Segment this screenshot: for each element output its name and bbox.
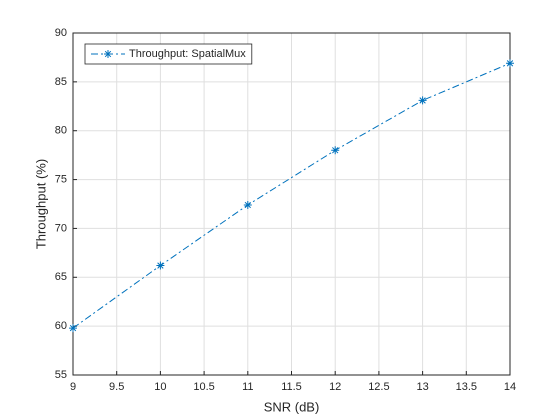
marker bbox=[331, 146, 340, 155]
x-tick-label: 11 bbox=[242, 381, 253, 393]
x-tick-label: 10 bbox=[154, 381, 166, 393]
marker bbox=[69, 324, 77, 333]
x-tick-label: 13 bbox=[416, 381, 428, 393]
y-tick-label: 60 bbox=[55, 320, 67, 332]
marker bbox=[243, 200, 252, 209]
x-tick-label: 14 bbox=[504, 381, 516, 393]
axes-box bbox=[72, 32, 511, 376]
x-tick-label: 13.5 bbox=[456, 381, 477, 393]
y-tick-label: 75 bbox=[55, 173, 67, 185]
marker bbox=[156, 261, 165, 270]
marker bbox=[418, 96, 427, 105]
legend-marker bbox=[104, 50, 112, 58]
y-tick-label: 85 bbox=[55, 76, 67, 88]
y-tick-label: 55 bbox=[55, 369, 67, 381]
legend-box bbox=[84, 43, 253, 65]
legend: Throughput: SpatialMux bbox=[84, 43, 253, 65]
series-line bbox=[72, 62, 511, 329]
legend-label: Throughput: SpatialMux bbox=[129, 48, 246, 60]
y-tick-label: 70 bbox=[55, 222, 67, 234]
x-tick-label: 9.5 bbox=[109, 381, 124, 393]
y-axis-label: Throughput (%) bbox=[33, 159, 48, 249]
y-tick-label: 65 bbox=[55, 271, 67, 283]
x-axis-label: SNR (dB) bbox=[264, 399, 320, 414]
y-tick-label: 80 bbox=[55, 125, 67, 137]
marker bbox=[506, 59, 514, 68]
x-tick-label: 10.5 bbox=[193, 381, 214, 393]
y-tick-label: 90 bbox=[55, 27, 67, 39]
x-tick-label: 11.5 bbox=[281, 381, 302, 393]
x-tick-label: 9 bbox=[70, 381, 76, 393]
x-tick-label: 12.5 bbox=[368, 381, 389, 393]
x-tick-label: 12 bbox=[329, 381, 341, 393]
